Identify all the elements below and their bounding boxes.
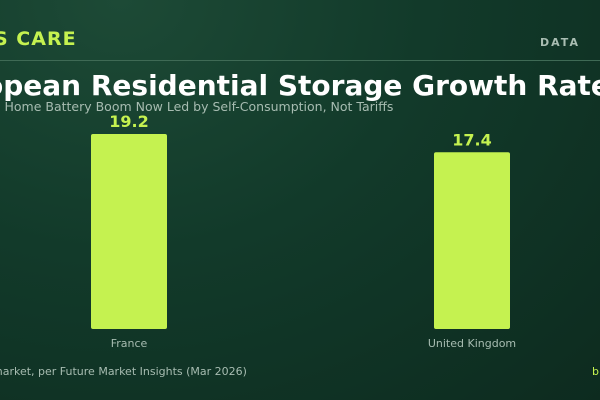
category-label-france: France [111, 337, 148, 350]
header-divider [0, 60, 600, 61]
brand-name: S CARE [0, 28, 77, 50]
category-label-united-kingdom: United Kingdom [428, 337, 516, 350]
bar-france [91, 134, 167, 329]
bar-united-kingdom [434, 152, 510, 329]
chart-title: opean Residential Storage Growth Rates [0, 69, 600, 102]
chart-subtitle: s Home Battery Boom Now Led by Self-Cons… [0, 99, 394, 114]
value-label-france: 19.2 [109, 112, 148, 131]
source-note: market, per Future Market Insights (Mar … [0, 365, 247, 378]
value-label-united-kingdom: 17.4 [452, 130, 491, 149]
footer-brand: b [592, 365, 599, 378]
section-tag: DATA [540, 36, 580, 49]
